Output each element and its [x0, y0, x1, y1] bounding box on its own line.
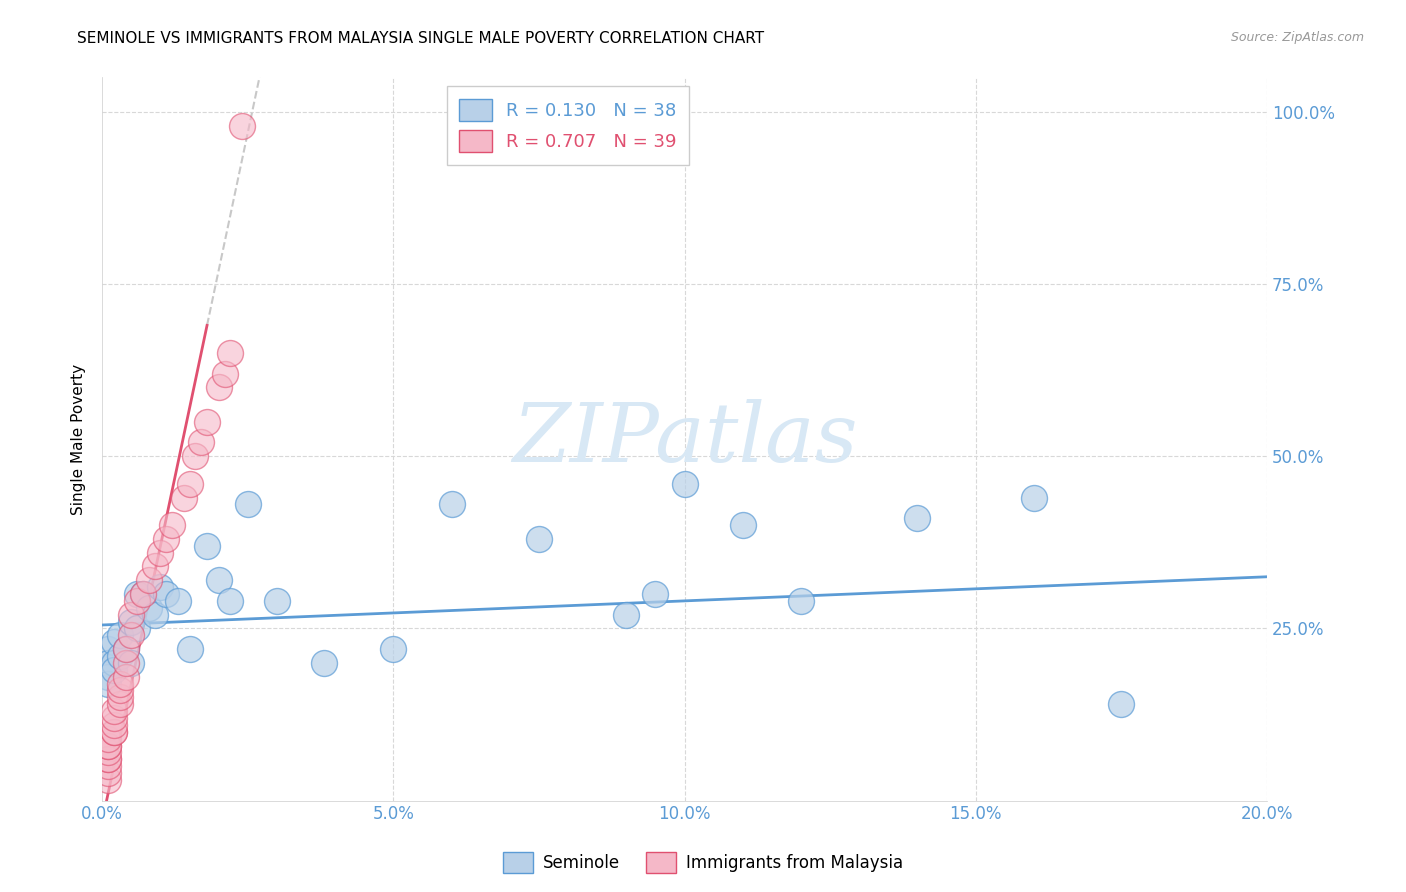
Point — [184, 449, 207, 463]
Point — [97, 752, 120, 766]
Point — [114, 656, 136, 670]
Point — [108, 683, 131, 698]
Point — [97, 642, 120, 657]
Point — [114, 670, 136, 684]
Point — [208, 573, 231, 587]
Point — [190, 435, 212, 450]
Point — [108, 648, 131, 663]
Point — [103, 718, 125, 732]
Point — [132, 587, 155, 601]
Point — [644, 587, 666, 601]
Point — [120, 607, 142, 622]
Point — [231, 119, 253, 133]
Point — [103, 704, 125, 718]
Point — [167, 594, 190, 608]
Point — [1022, 491, 1045, 505]
Point — [614, 607, 637, 622]
Point — [97, 676, 120, 690]
Point — [120, 615, 142, 629]
Point — [138, 600, 160, 615]
Point — [108, 690, 131, 705]
Point — [108, 676, 131, 690]
Point — [382, 642, 405, 657]
Point — [97, 752, 120, 766]
Point — [97, 731, 120, 746]
Point — [120, 628, 142, 642]
Point — [236, 498, 259, 512]
Text: SEMINOLE VS IMMIGRANTS FROM MALAYSIA SINGLE MALE POVERTY CORRELATION CHART: SEMINOLE VS IMMIGRANTS FROM MALAYSIA SIN… — [77, 31, 765, 46]
Point — [1111, 697, 1133, 711]
Point — [97, 759, 120, 773]
Point — [103, 663, 125, 677]
Point — [97, 772, 120, 787]
Point — [97, 766, 120, 780]
Point — [155, 587, 177, 601]
Point — [195, 539, 218, 553]
Point — [149, 546, 172, 560]
Point — [673, 476, 696, 491]
Point — [132, 587, 155, 601]
Point — [266, 594, 288, 608]
Point — [214, 367, 236, 381]
Point — [527, 532, 550, 546]
Point — [195, 415, 218, 429]
Legend: Seminole, Immigrants from Malaysia: Seminole, Immigrants from Malaysia — [496, 846, 910, 880]
Point — [120, 656, 142, 670]
Point — [790, 594, 813, 608]
Point — [103, 724, 125, 739]
Point — [97, 739, 120, 753]
Point — [219, 594, 242, 608]
Point — [312, 656, 335, 670]
Point — [149, 580, 172, 594]
Point — [143, 559, 166, 574]
Point — [97, 739, 120, 753]
Point — [179, 642, 201, 657]
Point — [143, 607, 166, 622]
Point — [114, 642, 136, 657]
Point — [731, 518, 754, 533]
Text: Source: ZipAtlas.com: Source: ZipAtlas.com — [1230, 31, 1364, 45]
Point — [97, 746, 120, 760]
Point — [103, 724, 125, 739]
Point — [440, 498, 463, 512]
Point — [219, 346, 242, 360]
Point — [103, 711, 125, 725]
Point — [138, 573, 160, 587]
Point — [97, 670, 120, 684]
Point — [208, 380, 231, 394]
Point — [127, 587, 149, 601]
Point — [127, 622, 149, 636]
Point — [155, 532, 177, 546]
Text: ZIPatlas: ZIPatlas — [512, 399, 858, 479]
Point — [114, 642, 136, 657]
Point — [108, 628, 131, 642]
Legend: R = 0.130   N = 38, R = 0.707   N = 39: R = 0.130 N = 38, R = 0.707 N = 39 — [447, 87, 689, 165]
Point — [127, 594, 149, 608]
Point — [103, 656, 125, 670]
Y-axis label: Single Male Poverty: Single Male Poverty — [72, 363, 86, 515]
Point — [907, 511, 929, 525]
Point — [97, 656, 120, 670]
Point — [179, 476, 201, 491]
Point — [160, 518, 183, 533]
Point — [173, 491, 195, 505]
Point — [103, 635, 125, 649]
Point — [108, 697, 131, 711]
